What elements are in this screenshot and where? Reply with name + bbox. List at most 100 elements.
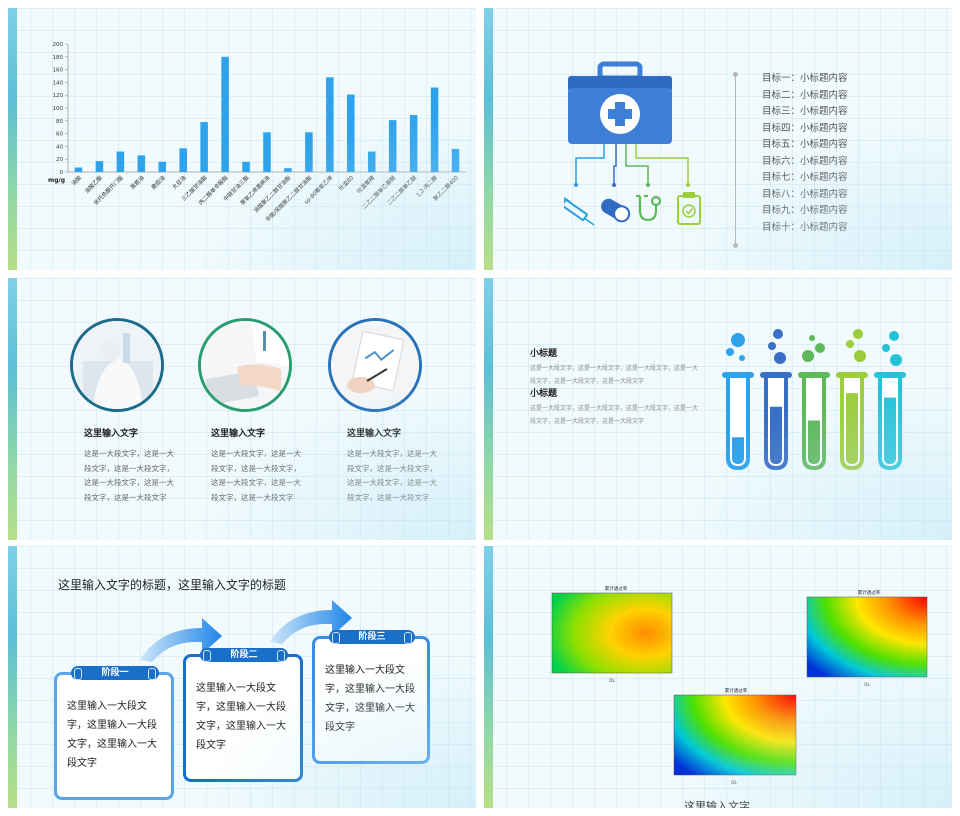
test-tube — [798, 335, 830, 471]
bar — [221, 56, 229, 172]
bar — [263, 132, 271, 172]
medical-kit-icon — [564, 61, 701, 226]
syringe-icon — [564, 197, 595, 226]
liquid-level — [884, 397, 896, 464]
stage-text: 这里输入一大段文字，这里输入一大段文字，这里输入一大段文字 — [325, 665, 415, 733]
bubble — [854, 350, 866, 362]
stage-label: 阶段二 — [200, 648, 288, 662]
bar — [326, 77, 334, 172]
bubble — [726, 348, 734, 356]
bubble — [731, 333, 745, 347]
bubble — [889, 331, 899, 341]
bar — [451, 148, 460, 172]
subtitle-block-1: 小标题 这是一大段文字，这是一大段文字，这是一大段文字，这是一大段文字，这是一大… — [530, 346, 700, 388]
heatmap-title: 累计透过率 — [725, 687, 748, 694]
stage-text: 这里输入一大段文字，这里输入一大段文字，这里输入一大段文字 — [196, 683, 286, 751]
column-title: 这里输入文字 — [211, 429, 266, 439]
bar — [305, 132, 313, 172]
subtitle-body: 这是一大段文字，这是一大段文字，这是一大段文字，这是一大段文字，这是一大段文字，… — [530, 365, 699, 385]
heatmap-3: 累计透过率 OL — [654, 686, 799, 790]
pill-icon — [601, 198, 631, 223]
subtitle: 小标题 — [530, 389, 558, 399]
y-tick-label: 60 — [56, 132, 63, 138]
liquid-level — [732, 437, 744, 464]
heatmap-title: 累计透过率 — [858, 589, 881, 596]
decorative-strip — [484, 8, 493, 270]
test-tube — [760, 329, 792, 471]
y-tick-label: 0 — [60, 170, 64, 176]
bubble — [773, 329, 783, 339]
bubble — [768, 342, 776, 350]
heatmap-1: 累计透过率 OL — [534, 584, 674, 688]
liquid-level — [770, 406, 782, 464]
bubble — [890, 354, 902, 366]
bubble — [774, 352, 786, 364]
column-title: 这里输入文字 — [347, 429, 402, 439]
goal-item: 目标七：小标题内容 — [762, 172, 848, 183]
heatmap-xlabel: OL — [731, 780, 737, 785]
bar — [179, 148, 187, 172]
stage-label: 阶段一 — [71, 666, 159, 680]
column-3: 这里输入文字 这是一大段文字，这是一大段文字，这是一大段文字，这是一大段文字，这… — [347, 426, 439, 505]
bar — [74, 167, 83, 172]
stage-text: 这里输入一大段文字，这里输入一大段文字，这里输入一大段文字 — [67, 701, 157, 769]
slide-caption: 这里输入文字 — [684, 800, 750, 808]
heatmap-xlabel: OL — [864, 682, 870, 687]
liquid-level — [846, 393, 858, 464]
clipboard-photo — [328, 318, 422, 412]
bar — [242, 161, 250, 172]
goal-item: 目标六：小标题内容 — [762, 155, 848, 167]
bar — [137, 155, 146, 172]
column-body: 这是一大段文字，这是一大段文字，这是一大段文字，这是一大段文字，这是一大段文字，… — [347, 449, 437, 502]
subtitle-body: 这是一大段文字，这是一大段文字，这是一大段文字，这是一大段文字，这是一大段文字，… — [530, 405, 699, 425]
bubble — [802, 350, 814, 362]
y-tick-label: 200 — [53, 42, 64, 48]
y-tick-label: 80 — [56, 119, 63, 125]
heatmap-title: 累计透过率 — [605, 585, 628, 592]
stage-card-2: 阶段二 这里输入一大段文字，这里输入一大段文字，这里输入一大段文字 — [183, 648, 303, 782]
stage-label: 阶段三 — [329, 630, 415, 644]
stage-card-3: 阶段三 这里输入一大段文字，这里输入一大段文字，这里输入一大段文字 — [312, 630, 430, 764]
goal-item: 目标三：小标题内容 — [762, 106, 848, 117]
heatmap-2: 累计透过率 OL — [789, 588, 929, 692]
test-tubes-icon — [722, 329, 906, 471]
heatmap-xlabel: OL — [609, 678, 615, 683]
slide-bar-chart[interactable]: 0 20 40 60 80 100 120 140 160 180 200 mg/g 油酸 油酸乙酯 依托色… — [8, 8, 476, 270]
bar — [367, 151, 376, 172]
slide-heatmaps[interactable]: 累计透过率 OL 累计透过率 OL — [484, 546, 952, 808]
decorative-strip — [8, 546, 17, 808]
clipboard-check-icon — [677, 192, 701, 225]
y-tick-label: 20 — [56, 157, 63, 163]
slide-goals[interactable]: 目标一：小标题内容 目标二：小标题内容 目标三：小标题内容 目标四：小标题内容 … — [484, 8, 952, 270]
bar — [95, 161, 104, 172]
slide-stages[interactable]: 这里输入文字的标题，这里输入文字的标题 阶段一 这里输入一大段文字，这里输入一大… — [8, 546, 476, 808]
decorative-strip — [8, 8, 17, 270]
goal-item: 目标八：小标题内容 — [762, 188, 848, 200]
slide-test-tubes[interactable]: 小标题 这是一大段文字，这是一大段文字，这是一大段文字，这是一大段文字，这是一大… — [484, 278, 952, 540]
lab-photo — [70, 318, 164, 412]
bar — [284, 168, 292, 172]
bar — [347, 94, 355, 172]
column-body: 这是一大段文字，这是一大段文字，这是一大段文字，这是一大段文字，这是一大段文字，… — [211, 449, 301, 502]
x-tick-label: 吐温聚精 — [355, 173, 377, 195]
bar — [430, 87, 439, 172]
bar — [116, 151, 125, 172]
goal-list: 目标一：小标题内容 目标二：小标题内容 目标三：小标题内容 目标四：小标题内容 … — [762, 71, 848, 236]
decorative-strip — [8, 278, 17, 540]
bubble — [853, 329, 863, 339]
y-tick-label: 100 — [53, 106, 64, 112]
bar — [388, 120, 397, 172]
stage-card-1: 阶段一 这里输入一大段文字，这里输入一大段文字，这里输入一大段文字 — [54, 666, 174, 800]
bubble — [809, 335, 815, 341]
curved-arrow-icon — [270, 600, 352, 644]
x-tick-label: 吐温80 — [337, 173, 356, 192]
x-tick-label: 油酸聚乙二醇甘油酯 — [252, 173, 293, 214]
slide-photo-columns[interactable]: 这里输入文字 这是一大段文字，这是一大段文字，这是一大段文字，这是一大段文字，这… — [8, 278, 476, 540]
timeline-divider — [733, 72, 738, 248]
x-tick-label: 油酸 — [69, 173, 83, 187]
goal-item: 目标十：小标题内容 — [762, 221, 848, 233]
column-title: 这里输入文字 — [84, 429, 139, 439]
y-tick-label: 140 — [53, 80, 64, 86]
column-body: 这是一大段文字，这是一大段文字，这是一大段文字，这是一大段文字，这是一大段文字，… — [84, 449, 174, 502]
